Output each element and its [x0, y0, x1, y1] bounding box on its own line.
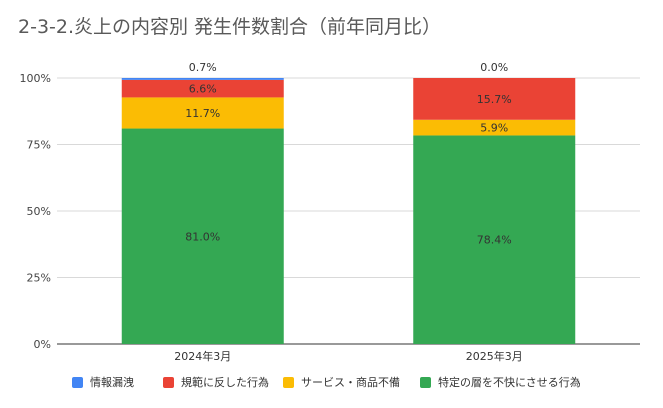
legend-swatch: [283, 376, 294, 388]
y-tick-label: 25%: [27, 272, 51, 285]
legend: 情報漏洩 規範に反した行為 サービス・商品不備 特定の層を不快にさせる行為: [0, 374, 663, 392]
x-tick-label: 2024年3月: [174, 349, 231, 363]
legend-item: サービス・商品不備: [283, 374, 400, 390]
bar-segment: [121, 79, 284, 98]
legend-swatch: [163, 376, 174, 388]
data-label: 78.4%: [477, 234, 512, 247]
data-label: 81.0%: [185, 230, 220, 243]
legend-label: 情報漏洩: [90, 376, 134, 389]
x-tick-label: 2025年3月: [466, 349, 523, 363]
y-tick-label: 75%: [27, 139, 51, 152]
bar-segment: [121, 97, 284, 129]
data-label: 0.0%: [480, 61, 508, 74]
data-label: 6.6%: [189, 83, 217, 96]
legend-item: 規範に反した行為: [163, 374, 269, 390]
legend-label: 規範に反した行為: [181, 376, 269, 389]
chart-title: 2-3-2.炎上の内容別 発生件数割合（前年同月比）: [18, 16, 442, 38]
bar-segment: [413, 119, 576, 136]
y-tick-label: 100%: [20, 72, 51, 85]
data-label: 0.7%: [189, 61, 217, 74]
data-label: 15.7%: [477, 93, 512, 106]
data-label: 5.9%: [480, 122, 508, 135]
y-tick-label: 0%: [34, 338, 51, 351]
legend-item: 特定の層を不快にさせる行為: [420, 374, 581, 390]
legend-label: 特定の層を不快にさせる行為: [438, 376, 581, 389]
data-label: 11.7%: [185, 107, 220, 120]
bar-segment: [413, 135, 576, 344]
y-tick-label: 50%: [27, 205, 51, 218]
bar-segment: [121, 128, 284, 344]
legend-swatch: [72, 376, 83, 388]
legend-label: サービス・商品不備: [301, 376, 400, 389]
legend-item: 情報漏洩: [72, 374, 134, 390]
bar-segment: [413, 78, 576, 120]
legend-swatch: [420, 376, 431, 388]
bar-segment: [121, 78, 284, 80]
